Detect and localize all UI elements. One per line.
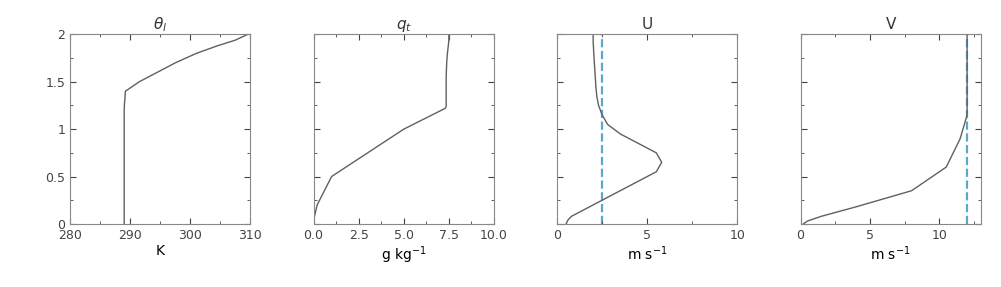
X-axis label: g kg$^{-1}$: g kg$^{-1}$ xyxy=(381,245,426,266)
X-axis label: m s$^{-1}$: m s$^{-1}$ xyxy=(627,245,668,263)
Title: $q_t$: $q_t$ xyxy=(395,18,411,34)
X-axis label: K: K xyxy=(156,245,165,259)
Title: V: V xyxy=(886,17,896,32)
X-axis label: m s$^{-1}$: m s$^{-1}$ xyxy=(871,245,911,263)
Title: $\theta_l$: $\theta_l$ xyxy=(153,15,167,34)
Title: U: U xyxy=(642,17,653,32)
